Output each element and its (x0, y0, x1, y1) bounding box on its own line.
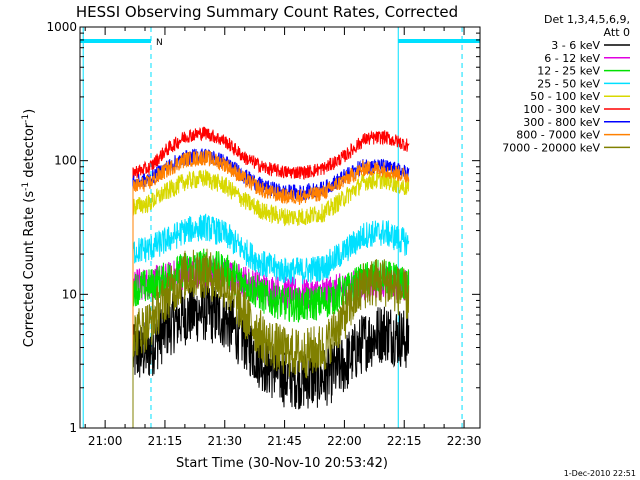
y-axis-title-suffix: ) (22, 109, 37, 114)
legend-label-3: 25 - 50 keV (537, 77, 600, 90)
legend-label-1: 6 - 12 keV (544, 52, 600, 65)
legend-label-7: 800 - 7000 keV (516, 129, 600, 142)
y-tick-label-0: 1 (69, 421, 77, 435)
x-tick-label-2: 21:30 (207, 434, 242, 448)
x-tick-label-5: 22:15 (387, 434, 422, 448)
axes-frame (79, 26, 481, 429)
y-tick-label-2: 100 (54, 154, 77, 168)
generation-timestamp: 1-Dec-2010 22:51 (564, 469, 636, 478)
series-group (132, 126, 410, 428)
x-tick-label-6: 22:30 (447, 434, 482, 448)
x-axis-title: Start Time (30-Nov-10 20:53:42) (176, 456, 388, 471)
series-line-4 (132, 169, 410, 428)
x-tick-label-1: 21:15 (148, 434, 183, 448)
axes-box (79, 26, 481, 429)
saa-marker-label: N (156, 38, 163, 48)
y-axis-title-sup-1: -1 (21, 182, 31, 191)
y-tick-label-3: 1000 (46, 20, 77, 34)
x-tick-label-0: 21:00 (88, 434, 123, 448)
y-axis-title-sup-2: -1 (21, 114, 31, 123)
legend-label-0: 3 - 6 keV (551, 39, 600, 52)
series-line-8 (132, 248, 410, 428)
legend-header-line-2: Att 0 (604, 26, 630, 39)
series-line-5 (132, 126, 410, 428)
chart-title: HESSI Observing Summary Count Rates, Cor… (76, 3, 458, 21)
legend-label-6: 300 - 800 keV (523, 116, 600, 129)
y-axis-title: Corrected Count Rate (s-1 detector-1) (21, 109, 37, 347)
y-axis-title-prefix: Corrected Count Rate (s (22, 191, 37, 348)
y-axis-title-mid: detector (22, 122, 37, 182)
series-line-7 (132, 150, 410, 428)
series-line-3 (132, 213, 410, 428)
plot-area: N (80, 27, 480, 428)
legend-header-line-1: Det 1,3,4,5,6,9, (544, 13, 630, 26)
y-tick-label-1: 10 (62, 287, 77, 301)
legend-label-2: 12 - 25 keV (537, 65, 600, 78)
tick-labels: 1 10 100 1000 21:00 21:15 21:30 21:45 22:00 22:15… (46, 20, 481, 448)
legend-label-4: 50 - 100 keV (530, 90, 600, 103)
legend-label-8: 7000 - 20000 keV (502, 141, 600, 154)
series-line-0 (132, 281, 410, 428)
x-tick-label-3: 21:45 (267, 434, 302, 448)
legend-label-5: 100 - 300 keV (523, 103, 600, 116)
x-tick-label-4: 22:00 (327, 434, 362, 448)
